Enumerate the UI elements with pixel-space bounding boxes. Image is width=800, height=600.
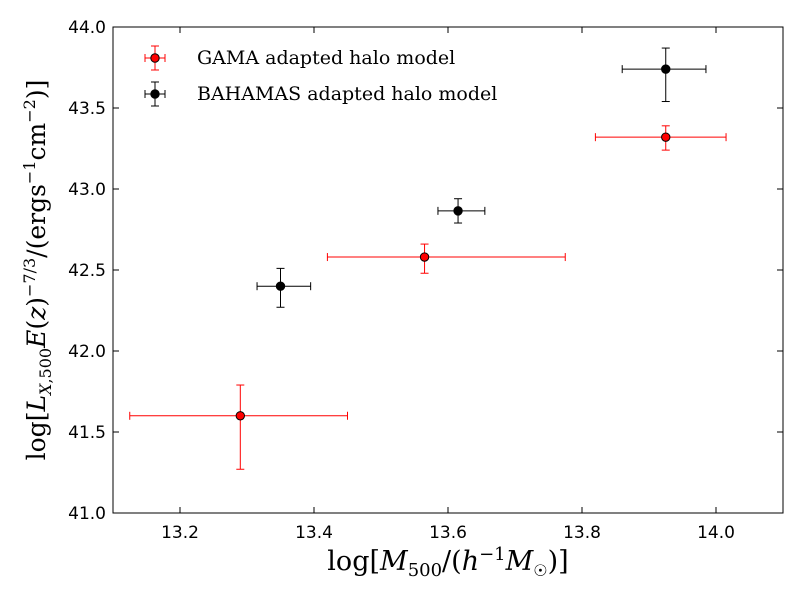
data-point — [235, 411, 246, 421]
y-tick-label: 41.0 — [68, 504, 106, 524]
y-tick-label: 41.5 — [68, 423, 106, 443]
x-tick-label: 13.6 — [429, 523, 467, 543]
y-tick-label: 42.0 — [68, 342, 106, 362]
legend-label: BAHAMAS adapted halo model — [197, 83, 497, 105]
series-gama — [129, 125, 727, 470]
x-label-log: log — [327, 546, 369, 577]
legend-marker — [150, 89, 160, 99]
data-point — [453, 206, 463, 216]
data-point — [661, 64, 671, 74]
data-point — [661, 132, 671, 142]
legend: GAMA adapted halo model BAHAMAS adapted h… — [144, 45, 497, 107]
series-bahamas — [256, 47, 707, 308]
x-axis-label: log[M500/(h−1M☉)] — [327, 544, 568, 581]
x-tick-label: 13.2 — [161, 523, 199, 543]
x-tick-label: 13.8 — [563, 523, 601, 543]
legend-marker — [150, 53, 160, 63]
legend-item: GAMA adapted halo model — [144, 45, 455, 71]
x-tick-label: 14.0 — [697, 523, 735, 543]
legend-item: BAHAMAS adapted halo model — [144, 81, 497, 107]
y-tick-label: 43.5 — [68, 99, 106, 119]
x-tick-label: 13.4 — [295, 523, 333, 543]
legend-label: GAMA adapted halo model — [197, 47, 455, 69]
data-point — [419, 252, 430, 262]
y-axis-label: log[LX,500E(z)−7/3/(ergs−1cm−2)] — [20, 80, 55, 461]
data-point — [275, 281, 286, 291]
y-tick-label: 42.5 — [68, 261, 106, 281]
y-tick-label: 43.0 — [68, 180, 106, 200]
y-tick-label: 44.0 — [68, 18, 106, 38]
